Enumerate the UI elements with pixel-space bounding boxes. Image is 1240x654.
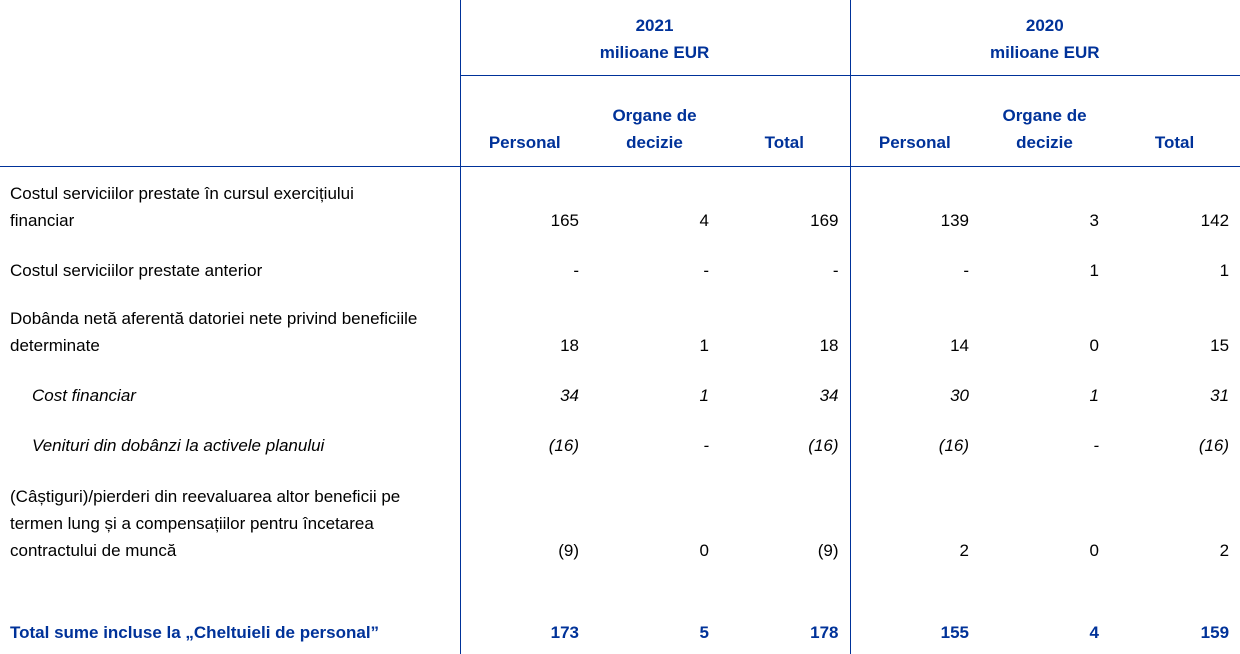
cell: 4 [699, 210, 709, 230]
row-label: Total sume incluse la „Cheltuieli de per… [10, 622, 380, 642]
row-label: (Câștiguri)/pierderi din reevaluarea alt… [10, 486, 401, 560]
column-header: Organe de decizie [590, 75, 720, 167]
group-row: 2021 milioane EUR 2020 milioane EUR [0, 0, 1240, 76]
cell: (9) [817, 540, 839, 560]
column-header: Personal [459, 75, 590, 167]
cell: 4 [1089, 622, 1100, 642]
cell: 159 [1200, 622, 1230, 642]
column-header: Personal [849, 75, 981, 167]
cell: 2 [1219, 540, 1230, 560]
cell: 0 [1089, 335, 1100, 355]
group-header: 2020 milioane EUR [849, 0, 1240, 76]
cell: 0 [1089, 540, 1100, 560]
cell: (16) [1198, 435, 1230, 455]
row: Dobânda netă aferentă datoriei nete priv… [0, 291, 1240, 367]
cell: 31 [1210, 385, 1230, 405]
cell: 155 [849, 571, 981, 654]
row-label: Costul serviciilor prestate anterior [10, 260, 263, 280]
cell: - [1093, 435, 1100, 455]
corner [0, 0, 460, 76]
cell: 34 [459, 366, 590, 417]
row: Cost financiar 34 1 34 30 1 31 [0, 366, 1240, 417]
cell: 18 [819, 335, 839, 355]
cell: 1 [1089, 260, 1100, 280]
cell: 1 [699, 335, 709, 355]
cell: (16) [808, 435, 839, 455]
row-label: Cost financiar [32, 385, 136, 405]
column-header: Total [1110, 75, 1240, 167]
cell: - [703, 435, 709, 455]
year: 2020 [1025, 15, 1064, 35]
cell: 139 [849, 166, 981, 242]
cell: (16) [849, 416, 981, 467]
group-header: 2021 milioane EUR [459, 0, 851, 76]
cell: 18 [459, 291, 590, 367]
row: Costul serviciilor prestate anterior - - - -… [0, 241, 1240, 292]
row: Venituri din dobânzi la activele planulu… [0, 416, 1240, 467]
cell: 30 [849, 366, 981, 417]
row-label: Costul serviciilor prestate în cursul ex… [10, 183, 354, 230]
cell: - [703, 260, 709, 280]
cell: 2 [849, 466, 981, 572]
cell: 1 [699, 385, 709, 405]
cell: 1 [1219, 260, 1230, 280]
cell: 0 [699, 540, 709, 560]
cell: 14 [849, 291, 981, 367]
cell: - [849, 241, 981, 292]
table-body: Costul serviciilor prestate în cursul ex… [0, 166, 1240, 654]
cell: (16) [459, 416, 590, 467]
unit: milioane EUR [989, 42, 1100, 62]
cell: 169 [810, 210, 839, 230]
row: (Câștiguri)/pierderi din reevaluarea alt… [0, 466, 1240, 572]
cell: - [832, 260, 839, 280]
cell: 34 [819, 385, 839, 405]
unit: milioane EUR [599, 42, 710, 62]
cell: - [459, 241, 590, 292]
row-label: Dobânda netă aferentă datoriei nete priv… [10, 308, 418, 355]
row: Total sume incluse la „Cheltuieli de per… [0, 571, 1240, 654]
corner [0, 76, 460, 167]
year: 2021 [635, 15, 674, 35]
cell: 142 [1200, 210, 1230, 230]
cell: (9) [459, 466, 590, 572]
row-label: Venituri din dobânzi la activele planulu… [32, 435, 325, 455]
cell: 15 [1210, 335, 1230, 355]
column-header: Organe de decizie [980, 75, 1111, 167]
row: Costul serviciilor prestate în cursul ex… [0, 166, 1240, 242]
cell: 3 [1089, 210, 1100, 230]
cell: 173 [459, 571, 590, 654]
cell: 178 [810, 622, 839, 642]
cell: 165 [459, 166, 590, 242]
column-row: Personal Organe de decizie Total Personal Or… [0, 75, 1240, 167]
table-head: 2021 milioane EUR 2020 milioane EUR Person… [0, 0, 1240, 167]
column-header: Total [720, 75, 851, 167]
cell: 1 [1089, 385, 1100, 405]
cell: 5 [699, 622, 709, 642]
